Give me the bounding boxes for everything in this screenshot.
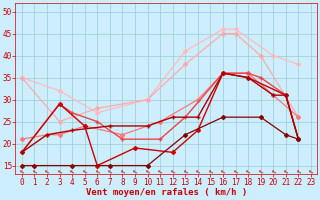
Text: ←: ← — [68, 167, 76, 174]
Text: ←: ← — [18, 167, 25, 174]
Text: ←: ← — [31, 167, 38, 174]
Text: ←: ← — [144, 167, 151, 174]
Text: ←: ← — [44, 167, 51, 174]
Text: ←: ← — [308, 167, 315, 174]
Text: ←: ← — [119, 167, 126, 174]
Text: ←: ← — [156, 167, 164, 174]
Text: ←: ← — [169, 167, 176, 174]
Text: ←: ← — [194, 167, 201, 174]
X-axis label: Vent moyen/en rafales ( km/h ): Vent moyen/en rafales ( km/h ) — [86, 188, 247, 197]
Text: ←: ← — [257, 167, 264, 174]
Text: ←: ← — [132, 167, 139, 174]
Text: ←: ← — [282, 167, 289, 174]
Text: ←: ← — [81, 167, 88, 174]
Text: ←: ← — [244, 167, 252, 174]
Text: ←: ← — [295, 167, 302, 174]
Text: ←: ← — [220, 167, 227, 174]
Text: ←: ← — [270, 167, 277, 174]
Text: ←: ← — [106, 167, 113, 174]
Text: ←: ← — [232, 167, 239, 174]
Text: ←: ← — [207, 167, 214, 174]
Text: ←: ← — [94, 167, 101, 174]
Text: ←: ← — [182, 167, 189, 174]
Text: ←: ← — [56, 167, 63, 174]
